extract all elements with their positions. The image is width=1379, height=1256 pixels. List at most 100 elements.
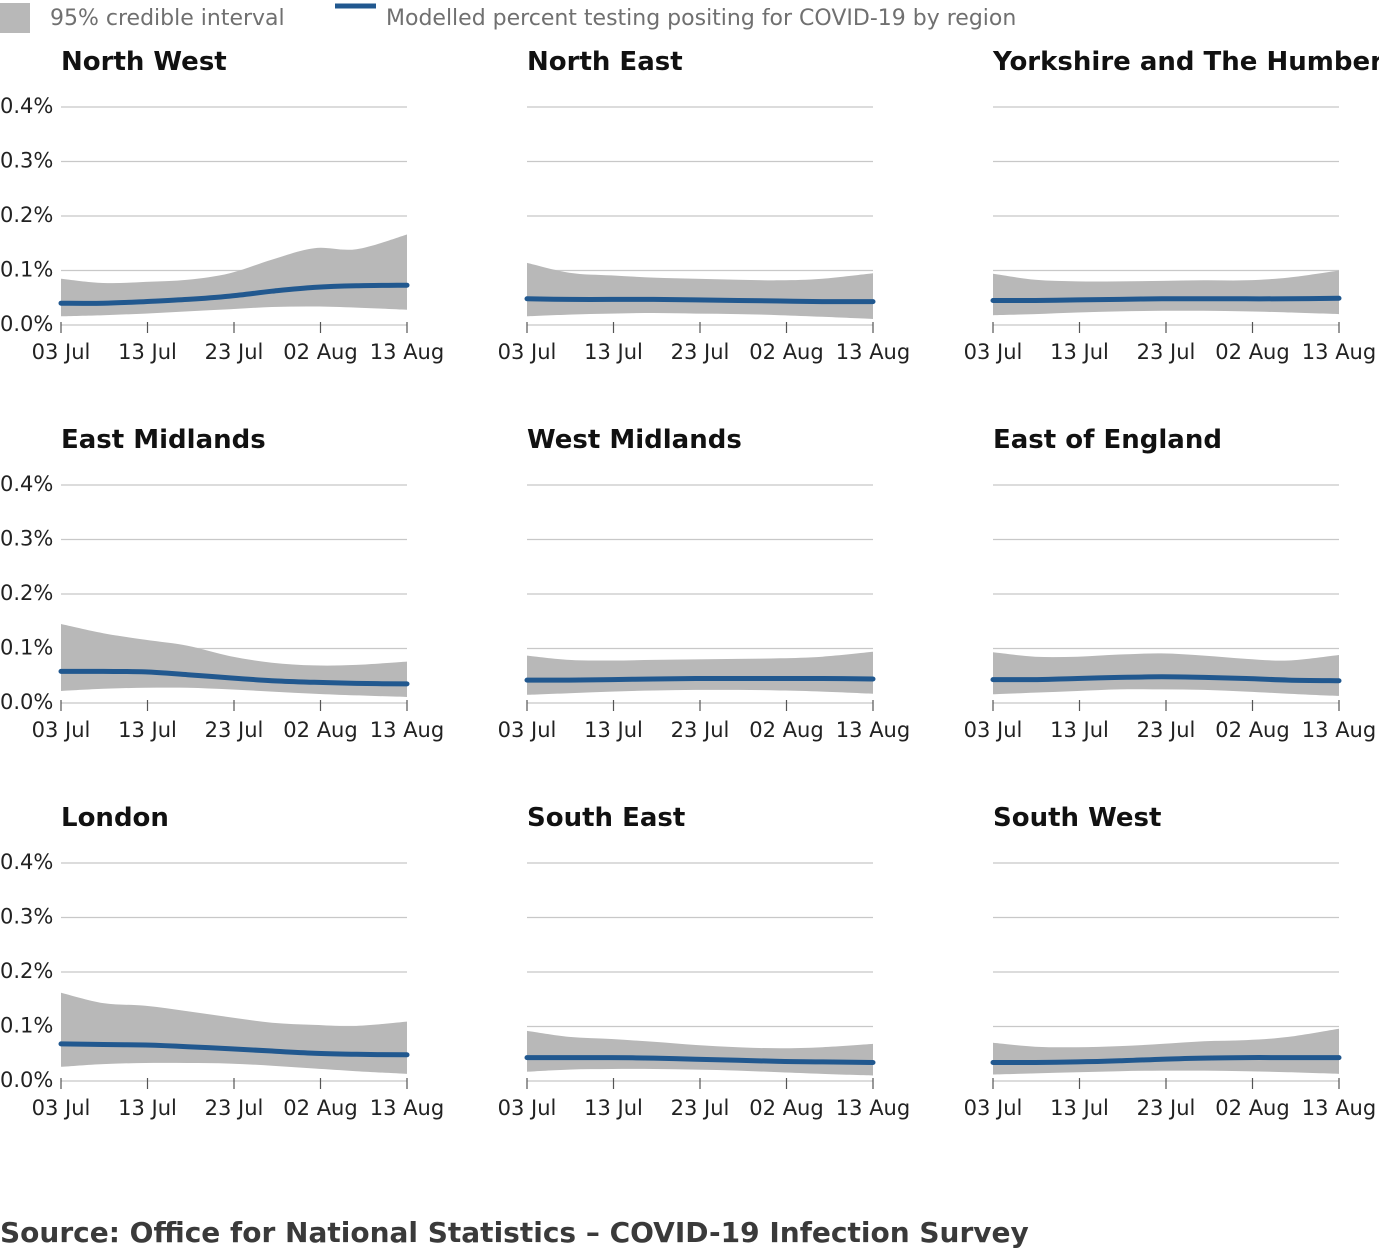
x-tick-label: 23 Jul xyxy=(205,340,264,364)
x-tick-label: 13 Aug xyxy=(370,1096,444,1120)
x-tick-label: 03 Jul xyxy=(32,718,91,742)
x-tick-label: 23 Jul xyxy=(671,340,730,364)
legend: 95% credible interval Modelled percent t… xyxy=(0,3,1016,33)
x-tick-label: 23 Jul xyxy=(1137,340,1196,364)
y-tick-label: 0.3% xyxy=(0,149,53,173)
x-tick-label: 13 Aug xyxy=(836,718,910,742)
x-tick-label: 02 Aug xyxy=(283,1096,357,1120)
x-tick-label: 03 Jul xyxy=(498,718,557,742)
y-tick-label: 0.3% xyxy=(0,905,53,929)
y-tick-label: 0.0% xyxy=(0,1068,53,1092)
y-tick-label: 0.3% xyxy=(0,527,53,551)
panel-title: South West xyxy=(993,803,1161,833)
credible-interval-band xyxy=(993,652,1339,696)
x-tick-label: 02 Aug xyxy=(749,1096,823,1120)
x-tick-label: 13 Jul xyxy=(584,1096,643,1120)
estimate-line xyxy=(990,674,1342,684)
x-tick-label: 13 Jul xyxy=(118,340,177,364)
panel-title: East of England xyxy=(993,425,1222,455)
y-tick-label: 0.4% xyxy=(0,94,53,118)
legend-band-label: 95% credible interval xyxy=(50,6,285,31)
panel: London 0.0% 0.1% 0.2% 0.3% 0.4% 03 Jul 13 Jul 23… xyxy=(0,803,444,1120)
x-tick-label: 13 Jul xyxy=(584,340,643,364)
y-tick-label: 0.1% xyxy=(0,1014,53,1038)
estimate-line xyxy=(58,282,410,306)
x-tick-label: 13 Jul xyxy=(118,718,177,742)
panel-title: North West xyxy=(61,47,227,77)
credible-interval-band xyxy=(993,1028,1339,1075)
credible-interval-band xyxy=(527,1030,873,1076)
panels: North West 0.0% 0.1% 0.2% 0.3% 0.4% 03 Jul 13 J… xyxy=(0,47,1379,1120)
panel: Yorkshire and The Humber 03 Jul 13 Jul 23 J… xyxy=(964,47,1379,364)
y-tick-label: 0.0% xyxy=(0,312,53,336)
x-tick-label: 03 Jul xyxy=(964,718,1023,742)
x-tick-label: 23 Jul xyxy=(1137,1096,1196,1120)
legend-line-label: Modelled percent testing positing for CO… xyxy=(386,6,1016,31)
x-tick-label: 23 Jul xyxy=(671,1096,730,1120)
panel: South West 03 Jul 13 Jul 23 Jul 02 Aug 13 Aug xyxy=(964,803,1377,1120)
panel: East of England 03 Jul 13 Jul 23 Jul 02 Aug 1… xyxy=(964,425,1377,742)
x-tick-label: 02 Aug xyxy=(749,340,823,364)
x-tick-label: 02 Aug xyxy=(749,718,823,742)
credible-interval-band xyxy=(61,234,407,317)
estimate-line xyxy=(524,675,876,683)
panel-title: Yorkshire and The Humber xyxy=(992,47,1379,77)
source-note: Source: Office for National Statistics –… xyxy=(0,1216,1029,1249)
x-tick-label: 02 Aug xyxy=(1215,718,1289,742)
credible-interval-band xyxy=(993,270,1339,316)
x-tick-label: 13 Jul xyxy=(1050,718,1109,742)
x-tick-label: 13 Aug xyxy=(370,340,444,364)
credible-interval-band xyxy=(61,624,407,697)
x-tick-label: 03 Jul xyxy=(498,1096,557,1120)
x-tick-label: 13 Jul xyxy=(118,1096,177,1120)
credible-interval-band xyxy=(61,992,407,1074)
x-tick-label: 03 Jul xyxy=(32,1096,91,1120)
estimate-line xyxy=(58,668,410,687)
estimate-line xyxy=(58,1041,410,1058)
y-tick-label: 0.2% xyxy=(0,959,53,983)
x-tick-label: 13 Aug xyxy=(836,340,910,364)
credible-interval-band xyxy=(527,651,873,695)
x-tick-label: 13 Jul xyxy=(584,718,643,742)
panel: West Midlands 03 Jul 13 Jul 23 Jul 02 Aug 13 … xyxy=(498,425,911,742)
x-tick-label: 23 Jul xyxy=(671,718,730,742)
x-tick-label: 03 Jul xyxy=(498,340,557,364)
x-tick-label: 13 Aug xyxy=(836,1096,910,1120)
x-tick-label: 03 Jul xyxy=(964,1096,1023,1120)
panel-title: South East xyxy=(527,803,685,833)
credible-interval-band xyxy=(527,262,873,319)
x-tick-label: 03 Jul xyxy=(32,340,91,364)
x-tick-label: 13 Aug xyxy=(1302,340,1376,364)
y-tick-label: 0.4% xyxy=(0,850,53,874)
x-tick-label: 02 Aug xyxy=(1215,340,1289,364)
x-tick-label: 13 Aug xyxy=(1302,718,1376,742)
panel: South East 03 Jul 13 Jul 23 Jul 02 Aug 13 Aug xyxy=(498,803,911,1120)
panel: North West 0.0% 0.1% 0.2% 0.3% 0.4% 03 Jul 13 J… xyxy=(0,47,444,364)
y-tick-label: 0.4% xyxy=(0,472,53,496)
y-tick-label: 0.2% xyxy=(0,581,53,605)
estimate-line xyxy=(524,296,876,305)
estimate-line xyxy=(524,1055,876,1065)
panel-title: North East xyxy=(527,47,683,77)
estimate-line xyxy=(990,1055,1342,1066)
y-tick-label: 0.1% xyxy=(0,258,53,282)
x-tick-label: 02 Aug xyxy=(1215,1096,1289,1120)
x-tick-label: 13 Jul xyxy=(1050,1096,1109,1120)
panel-title: West Midlands xyxy=(527,425,742,455)
panel-title: London xyxy=(61,803,169,833)
legend-band-swatch xyxy=(0,3,30,33)
x-tick-label: 23 Jul xyxy=(205,718,264,742)
panel-title: East Midlands xyxy=(61,425,266,455)
x-tick-label: 13 Jul xyxy=(1050,340,1109,364)
x-tick-label: 02 Aug xyxy=(283,718,357,742)
y-tick-label: 0.2% xyxy=(0,203,53,227)
x-tick-label: 03 Jul xyxy=(964,340,1023,364)
panel: North East 03 Jul 13 Jul 23 Jul 02 Aug 13 Aug xyxy=(498,47,911,364)
x-tick-label: 23 Jul xyxy=(1137,718,1196,742)
panel: East Midlands 0.0% 0.1% 0.2% 0.3% 0.4% 03 Jul 1… xyxy=(0,425,444,742)
x-tick-label: 02 Aug xyxy=(283,340,357,364)
y-tick-label: 0.0% xyxy=(0,690,53,714)
x-tick-label: 13 Aug xyxy=(1302,1096,1376,1120)
estimate-line xyxy=(990,295,1342,304)
